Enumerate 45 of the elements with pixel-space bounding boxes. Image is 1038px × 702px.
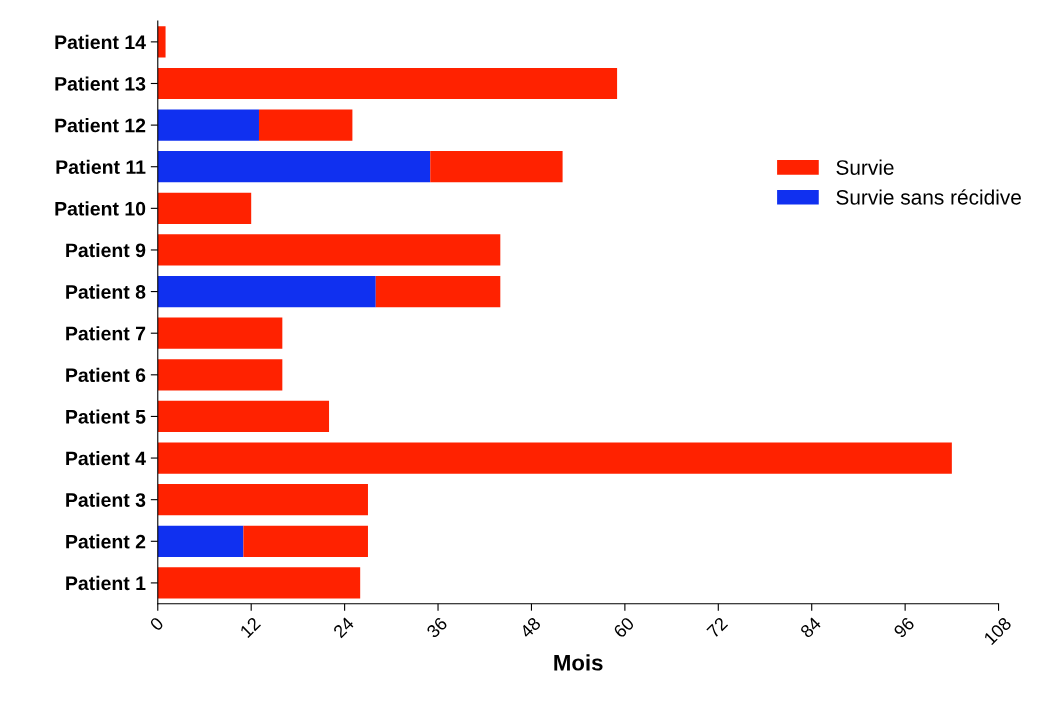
x-tick-label: 84: [799, 616, 822, 639]
bar: [157, 275, 376, 308]
y-tick-label: Patient 6: [66, 367, 146, 383]
bar: [157, 525, 244, 557]
y-tick-label: Patient 3: [66, 492, 146, 507]
bar: [243, 525, 368, 557]
bar: [157, 442, 952, 474]
bar: [157, 317, 283, 349]
y-tick-label: Patient 2: [66, 534, 146, 549]
bar: [157, 234, 501, 266]
y-tick-label: Patient 5: [66, 409, 146, 424]
y-tick-label: Patient 11: [56, 159, 146, 174]
bar: [258, 109, 353, 141]
y-tick-label: Patient 13: [55, 76, 146, 91]
y-tick-label: Patient 1: [66, 575, 146, 591]
y-tick-label: Patient 10: [55, 201, 146, 216]
x-axis-title: Mois: [554, 654, 603, 671]
bar: [157, 400, 330, 433]
y-tick-label: Patient 8: [66, 284, 146, 299]
x-tick-label: 0: [149, 616, 165, 632]
bar: [157, 567, 361, 599]
y-tick-label: Patient 9: [66, 242, 146, 258]
y-tick-label: Patient 7: [66, 326, 146, 341]
x-tick-label: 12: [239, 616, 261, 638]
x-tick-label: 36: [425, 616, 448, 639]
bar: [430, 151, 563, 183]
bar: [157, 192, 252, 224]
y-tick-label: Patient 14: [55, 34, 146, 50]
bar: [157, 484, 368, 516]
x-tick-label: 72: [706, 616, 729, 639]
bar: [157, 359, 283, 391]
bar: [157, 26, 166, 58]
bar: [375, 275, 501, 308]
bar: [157, 151, 431, 183]
x-tick-label: 108: [983, 616, 1013, 646]
x-tick-label: 48: [519, 616, 542, 639]
x-tick-label: 60: [612, 616, 635, 639]
legend-label: Survie sans récidive: [836, 189, 1021, 205]
bar: [157, 109, 259, 141]
bar: [157, 67, 618, 100]
x-tick-label: 96: [893, 616, 916, 639]
x-tick-label: 24: [332, 616, 355, 639]
y-tick-label: Patient 4: [66, 451, 146, 466]
y-tick-label: Patient 12: [55, 118, 146, 133]
legend-label: Survie: [836, 159, 894, 175]
